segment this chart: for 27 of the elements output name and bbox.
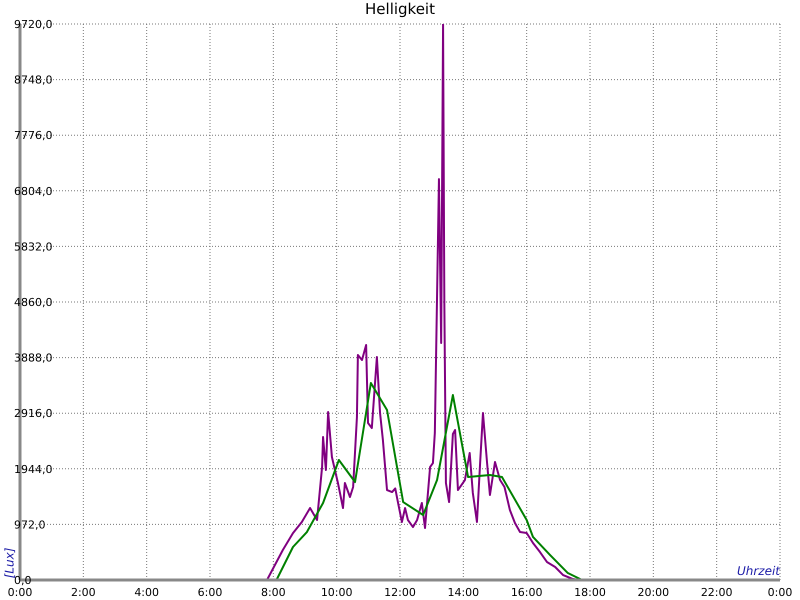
y-tick-label: 8748,0 bbox=[14, 74, 52, 87]
x-axis-title: Uhrzeit bbox=[736, 564, 780, 578]
x-tick-label: 18:00 bbox=[574, 586, 606, 599]
chart-title: Helligkeit bbox=[364, 0, 436, 18]
y-tick-label: 6804,0 bbox=[14, 184, 52, 198]
x-tick-label: 0:00 bbox=[8, 586, 32, 599]
x-tick-label: 20:00 bbox=[637, 586, 670, 599]
y-axis-title: [Lux] bbox=[2, 548, 16, 578]
x-tick-label: 22:00 bbox=[700, 586, 733, 599]
y-tick-label: 3888,0 bbox=[14, 352, 52, 365]
y-tick-label: 972,0 bbox=[14, 518, 46, 532]
x-tick-label: 12:00 bbox=[384, 586, 416, 599]
x-tick-label: 0:00 bbox=[768, 586, 792, 599]
y-tick-label: 7776,0 bbox=[14, 129, 52, 142]
x-tick-label: 2:00 bbox=[70, 586, 96, 599]
y-tick-label: 1944,0 bbox=[14, 462, 52, 476]
x-tick-label: 10:00 bbox=[320, 586, 353, 599]
y-tick-label: 4860,0 bbox=[14, 296, 52, 309]
y-tick-label: 0,0 bbox=[14, 574, 32, 587]
x-tick-label: 6:00 bbox=[198, 586, 222, 599]
x-tick-label: 14:00 bbox=[447, 586, 480, 599]
x-tick-label: 4:00 bbox=[134, 586, 160, 599]
y-tick-label: 5832,0 bbox=[14, 240, 52, 254]
x-tick-label: 16:00 bbox=[510, 586, 543, 599]
y-tick-label: 9720,0 bbox=[14, 18, 52, 31]
x-tick-label: 8:00 bbox=[260, 586, 286, 599]
y-tick-label: 2916,0 bbox=[14, 407, 52, 420]
